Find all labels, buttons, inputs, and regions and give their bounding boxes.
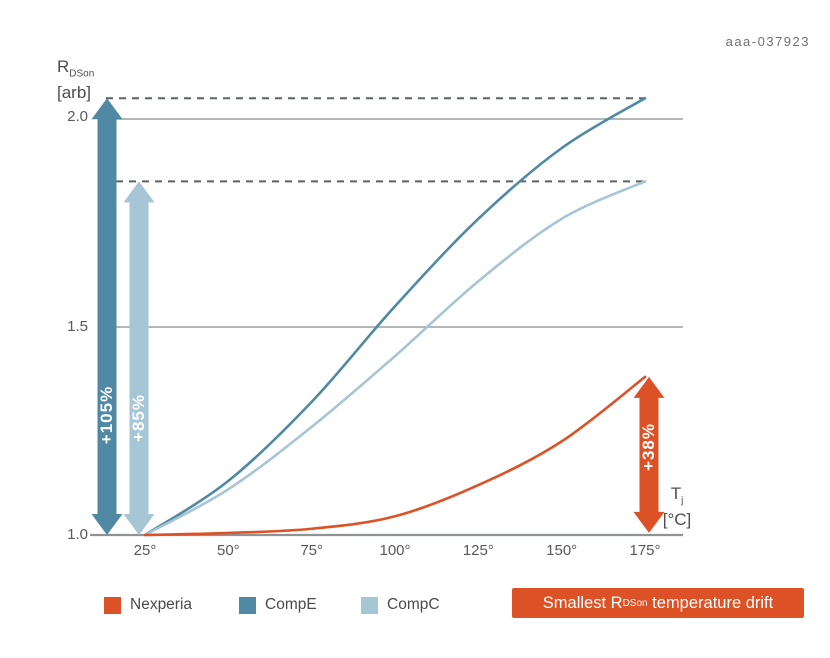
series-curve-nexperia <box>143 375 647 537</box>
annotation-label-nexperia: +38% <box>639 423 658 471</box>
delta-arrow-compe <box>91 98 123 535</box>
annotation-label-compe: +105% <box>97 385 116 445</box>
y-axis-title-unit: [arb] <box>57 83 92 103</box>
x-tick-label: 125° <box>462 542 494 559</box>
y-axis-title-symbol: R <box>57 57 70 76</box>
y-axis-title-subscript: DSon <box>69 68 95 80</box>
x-axis-title-symbol: T <box>670 484 682 503</box>
legend-swatch-nexperia <box>104 596 121 614</box>
legend-label: Nexperia <box>130 596 193 613</box>
series-curve-compc <box>143 180 647 537</box>
callout-banner: Smallest R DSon temperature drift <box>512 588 804 618</box>
y-tick-label: 1.5 <box>67 318 88 335</box>
delta-arrow-nexperia <box>633 376 665 533</box>
x-axis-title-subscript: j <box>681 495 684 507</box>
x-tick-label: 175° <box>629 542 661 559</box>
x-tick-label: 75° <box>300 542 323 559</box>
legend: Nexperia CompE CompC <box>0 596 830 616</box>
x-tick-label: 150° <box>546 542 578 559</box>
x-axis-title: Tj [°C] <box>655 484 699 529</box>
legend-item-nexperia: Nexperia <box>104 596 192 614</box>
legend-swatch-compc <box>361 596 378 614</box>
banner-text-subscript: DSon <box>622 597 648 609</box>
delta-arrow-compc <box>123 181 155 535</box>
legend-item-compc: CompC <box>361 596 440 614</box>
banner-text-prefix: Smallest R <box>542 593 623 612</box>
series-curve-compe <box>143 96 647 537</box>
x-tick-label: 100° <box>379 542 411 559</box>
y-tick-label: 1.0 <box>67 526 88 543</box>
x-tick-label: 50° <box>216 542 240 559</box>
banner-text-suffix: temperature drift <box>647 593 774 612</box>
y-tick-label: 2.0 <box>67 108 88 125</box>
x-tick-label: 25° <box>133 542 157 559</box>
legend-label: CompE <box>265 596 317 613</box>
y-axis-title: RDSon [arb] <box>57 57 94 102</box>
legend-item-compe: CompE <box>239 596 317 614</box>
annotation-label-compc: +85% <box>129 394 148 442</box>
x-axis-title-unit: [°C] <box>662 510 692 530</box>
document-code: aaa-037923 <box>725 34 810 49</box>
legend-label: CompC <box>387 596 440 613</box>
legend-swatch-compe <box>239 596 256 614</box>
